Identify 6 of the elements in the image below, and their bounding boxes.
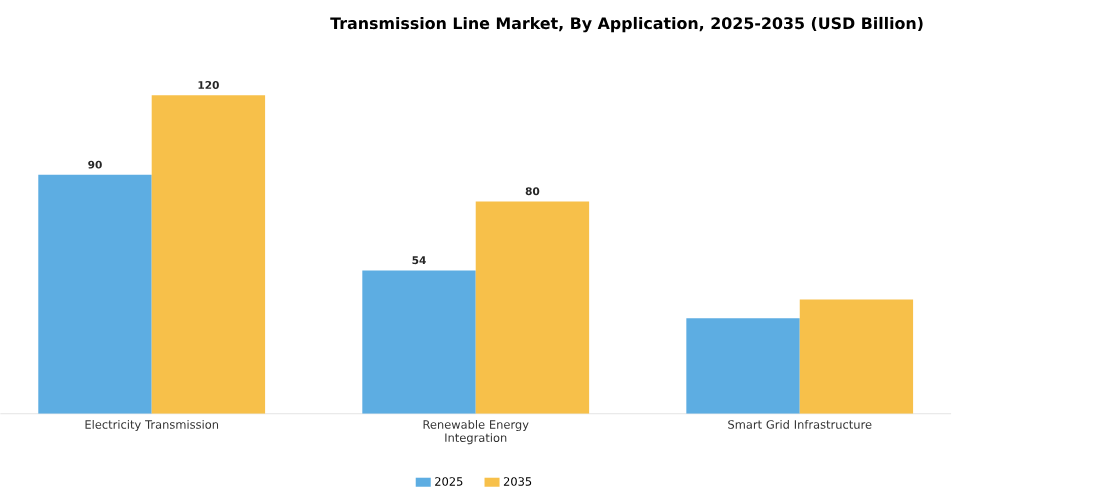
bar	[799, 299, 914, 415]
bar	[686, 318, 800, 415]
bar	[151, 95, 266, 415]
bar	[38, 175, 152, 415]
bar	[475, 201, 590, 415]
bar	[362, 270, 476, 415]
